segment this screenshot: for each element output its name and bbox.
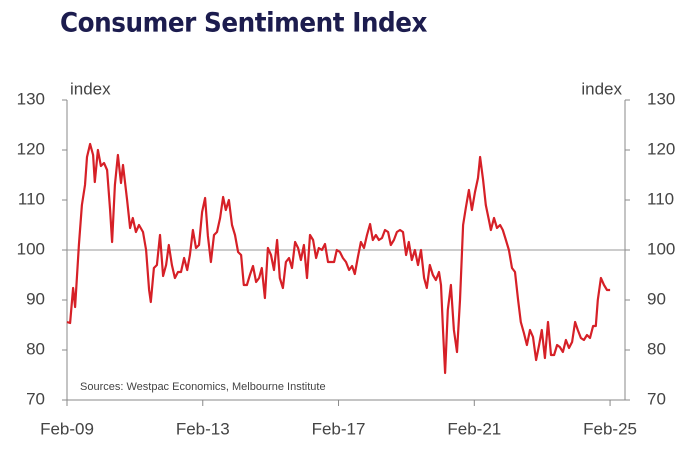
y-tick-label: 80: [26, 339, 45, 358]
series-line: [66, 142, 611, 375]
y-tick-label: 110: [18, 189, 45, 208]
y2-axis-label: index: [581, 79, 622, 98]
y-tick-label: 130: [17, 89, 45, 108]
x-tick-label: Feb-13: [176, 419, 230, 438]
x-tick-label: Feb-21: [447, 419, 501, 438]
y-tick-label: 90: [26, 289, 45, 308]
y2-tick-label: 110: [647, 189, 674, 208]
y2-tick-label: 130: [647, 89, 675, 108]
y2-tick-label: 90: [647, 289, 666, 308]
y2-tick-label: 70: [647, 389, 666, 408]
y-tick-label: 120: [17, 139, 45, 158]
y-tick-label: 70: [26, 389, 45, 408]
y-tick-label: 100: [17, 239, 45, 258]
x-tick-label: Feb-09: [40, 419, 94, 438]
y2-tick-label: 120: [647, 139, 675, 158]
chart-title: Consumer Sentiment Index: [60, 8, 427, 39]
source-note: Sources: Westpac Economics, Melbourne In…: [80, 381, 326, 393]
y-axis-label: index: [70, 79, 111, 98]
y2-tick-label: 80: [647, 339, 666, 358]
x-tick-label: Feb-17: [312, 419, 366, 438]
y2-tick-label: 100: [647, 239, 675, 258]
x-tick-label: Feb-25: [583, 419, 637, 438]
